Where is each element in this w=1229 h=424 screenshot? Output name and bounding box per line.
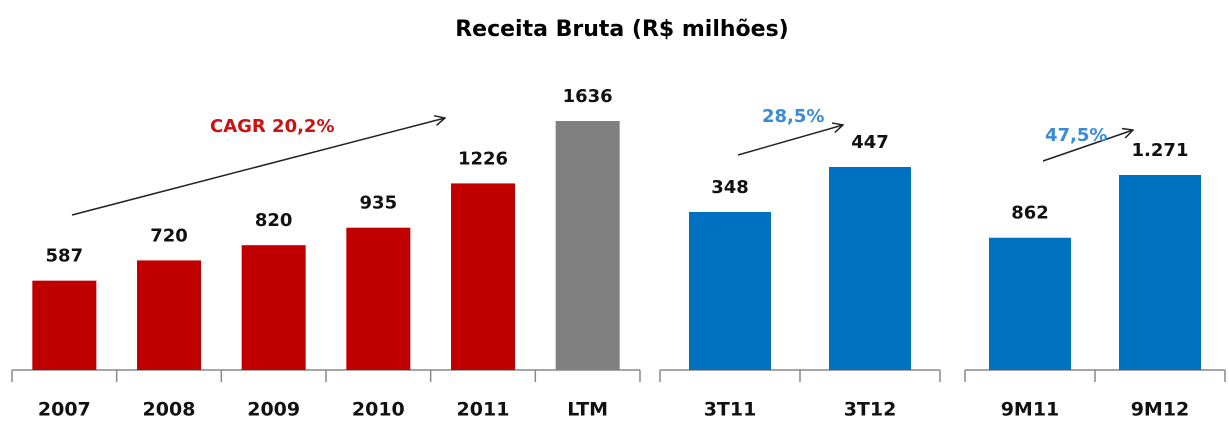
value-label: 447 [851, 132, 889, 153]
x-tick-label: 3T11 [704, 399, 757, 421]
x-tick-label: 9M12 [1131, 399, 1190, 421]
bar [346, 227, 411, 370]
value-label: 1226 [458, 148, 508, 169]
x-tick-label: 9M11 [1001, 399, 1060, 421]
bar [1119, 175, 1201, 370]
value-label: 862 [1011, 203, 1049, 224]
bar [451, 183, 515, 370]
bar [555, 121, 620, 370]
value-label: 935 [360, 193, 398, 214]
annotation: CAGR 20,2% [210, 116, 335, 137]
bar [989, 237, 1071, 370]
x-tick-label: 3T12 [844, 399, 897, 421]
bar [241, 245, 306, 370]
value-label: 587 [46, 246, 84, 267]
bar [137, 260, 201, 370]
x-tick-label: 2008 [143, 399, 196, 421]
growth-arrow [737, 125, 843, 156]
value-label: 1636 [563, 86, 613, 107]
bar [689, 211, 771, 370]
growth-arrow [71, 118, 445, 216]
annotation: 28,5% [762, 106, 824, 127]
x-tick-label: 2009 [247, 399, 300, 421]
chart-title: Receita Bruta (R$ milhões) [455, 17, 789, 42]
value-label: 820 [255, 210, 293, 231]
x-tick-label: 2010 [352, 399, 405, 421]
annotation: 47,5% [1045, 125, 1107, 146]
x-tick-label: 2007 [38, 399, 91, 421]
bar [829, 167, 911, 370]
x-tick-label: 2011 [457, 399, 510, 421]
growth-arrow [1042, 130, 1133, 162]
x-tick-label: LTM [567, 399, 608, 421]
value-label: 348 [711, 177, 749, 198]
value-label: 1.271 [1132, 140, 1189, 161]
bar [32, 280, 97, 370]
value-label: 720 [150, 225, 188, 246]
